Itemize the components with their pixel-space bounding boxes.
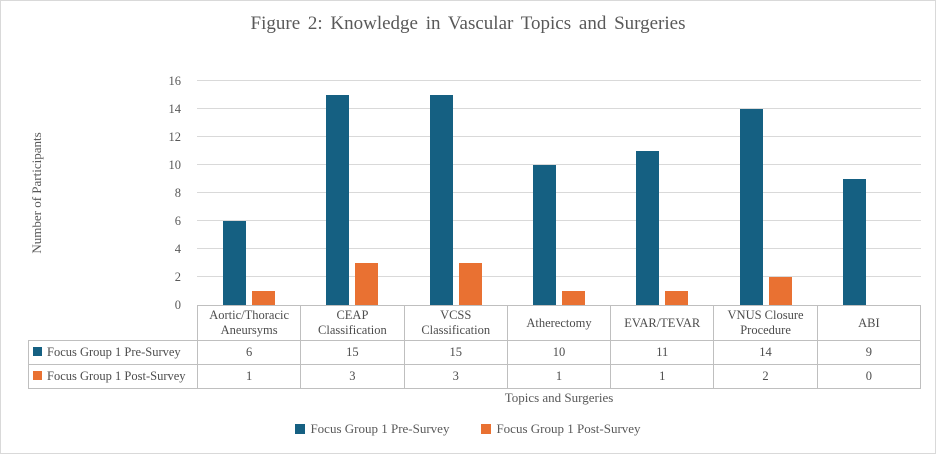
chart-title: Figure 2: Knowledge in Vascular Topics a…: [250, 13, 686, 34]
bar-group: [300, 81, 403, 305]
y-tick-label: 0: [174, 298, 181, 312]
legend-item: Focus Group 1 Post-Survey: [481, 421, 641, 437]
gridline: [197, 136, 921, 137]
table-header-cell: Aortic/Thoracic Aneursyms: [196, 305, 302, 341]
legend: Focus Group 1 Pre-Survey Focus Group 1 Po…: [1, 421, 935, 437]
table-row: Focus Group 1 Post-Survey 1 3 3 1 1 2 0: [28, 364, 922, 389]
table-value-cell: 15: [403, 340, 508, 365]
y-tick-label: 12: [168, 130, 182, 144]
table-header-cell: VCSS Classification: [403, 305, 508, 341]
legend-swatch-icon: [295, 424, 306, 434]
bar-group: [507, 81, 610, 305]
bar: [251, 291, 275, 305]
bar-group: [818, 81, 921, 305]
data-table-header: Aortic/Thoracic Aneursyms CEAP Classifica…: [29, 305, 922, 341]
gridline: [197, 220, 921, 221]
bar: [665, 291, 689, 305]
y-tick-label: 16: [168, 74, 182, 88]
series-label: Focus Group 1 Post-Survey: [47, 369, 186, 383]
y-tick-label: 8: [174, 186, 181, 200]
table-header-cell: Atherectomy: [506, 305, 612, 341]
bar: [429, 95, 453, 305]
y-tick-label: 14: [168, 102, 182, 116]
series-label: Focus Group 1 Pre-Survey: [47, 345, 181, 359]
y-tick-label: 4: [174, 242, 181, 256]
gridline: [197, 192, 921, 193]
table-value-cell: 3: [300, 364, 405, 389]
bar: [458, 263, 482, 305]
bar-group: [714, 81, 817, 305]
series-label-cell: Focus Group 1 Post-Survey: [28, 364, 198, 389]
y-tick-label: 6: [174, 214, 181, 228]
table-corner-cell: [29, 306, 198, 341]
bar: [326, 95, 350, 305]
table-value-cell: 2: [713, 364, 818, 389]
y-axis-title: Number of Participants: [29, 132, 44, 254]
table-value-cell: 9: [816, 340, 922, 365]
bar-group: [197, 81, 300, 305]
gridline: [197, 80, 921, 81]
data-table-body: Focus Group 1 Pre-Survey 6 15 15 10 11 14 9 Focu…: [28, 340, 922, 389]
table-value-cell: 10: [506, 340, 612, 365]
bar: [561, 291, 585, 305]
legend-item: Focus Group 1 Pre-Survey: [295, 421, 449, 437]
legend-key-icon: [33, 347, 42, 356]
x-axis-title: Topics and Surgeries: [504, 390, 614, 405]
plot-area: [197, 80, 921, 305]
table-value-cell: 0: [816, 364, 922, 389]
table-header-cell: EVAR/TEVAR: [610, 305, 715, 341]
table-value-cell: 1: [506, 364, 612, 389]
series-label-cell: Focus Group 1 Pre-Survey: [28, 340, 198, 365]
table-value-cell: 1: [196, 364, 302, 389]
legend-label: Focus Group 1 Post-Survey: [496, 421, 641, 436]
bar-group: [611, 81, 714, 305]
bar: [532, 165, 556, 305]
legend-key-icon: [33, 371, 42, 380]
bar: [636, 151, 660, 305]
bar: [843, 179, 867, 305]
y-axis-ticks: 0 2 4 6 8 10 12 14 16: [149, 74, 187, 312]
bar-group: [404, 81, 507, 305]
table-value-cell: 15: [300, 340, 405, 365]
gridline: [197, 248, 921, 249]
gridline: [197, 276, 921, 277]
table-value-cell: 6: [196, 340, 302, 365]
y-tick-label: 10: [168, 158, 182, 172]
data-table: Aortic/Thoracic Aneursyms CEAP Classifica…: [28, 305, 922, 389]
legend-swatch-icon: [481, 424, 492, 434]
table-header-row: Aortic/Thoracic Aneursyms CEAP Classifica…: [29, 305, 922, 341]
legend-label: Focus Group 1 Pre-Survey: [310, 421, 450, 436]
table-value-cell: 14: [713, 340, 818, 365]
table-value-cell: 1: [610, 364, 715, 389]
bar: [355, 263, 379, 305]
bar: [739, 109, 763, 305]
table-header-cell: CEAP Classification: [300, 305, 405, 341]
table-row: Focus Group 1 Pre-Survey 6 15 15 10 11 14 9: [28, 340, 922, 365]
table-header-cell: VNUS Closure Procedure: [713, 305, 818, 341]
table-value-cell: 3: [403, 364, 508, 389]
gridline: [197, 164, 921, 165]
table-value-cell: 11: [610, 340, 715, 365]
y-tick-label: 2: [174, 270, 181, 284]
bar: [222, 221, 246, 305]
table-header-cell: ABI: [816, 305, 922, 341]
bar: [768, 277, 792, 305]
gridline: [197, 108, 921, 109]
